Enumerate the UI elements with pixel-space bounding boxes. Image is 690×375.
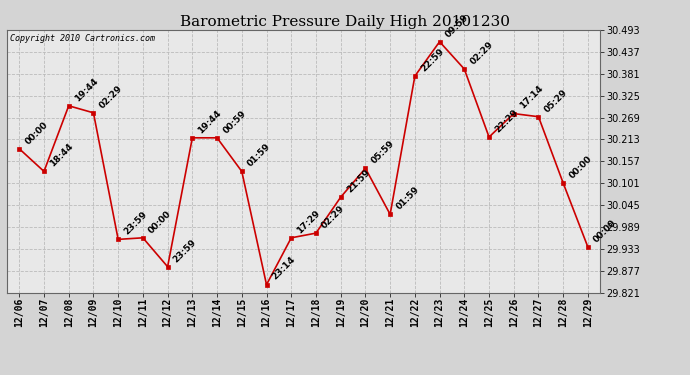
Text: 00:00: 00:00: [147, 209, 173, 235]
Text: 22:59: 22:59: [419, 46, 446, 74]
Text: 19:44: 19:44: [197, 108, 224, 135]
Text: 00:00: 00:00: [567, 154, 593, 180]
Text: 22:29: 22:29: [493, 108, 520, 134]
Text: 17:14: 17:14: [518, 84, 544, 111]
Text: 02:29: 02:29: [469, 40, 495, 66]
Text: 05:29: 05:29: [542, 87, 569, 114]
Text: 23:59: 23:59: [122, 210, 149, 237]
Text: 00:00: 00:00: [592, 218, 618, 244]
Text: 23:59: 23:59: [172, 237, 199, 264]
Text: 18:44: 18:44: [48, 142, 75, 169]
Text: 02:29: 02:29: [320, 204, 347, 230]
Text: 23:14: 23:14: [270, 255, 297, 282]
Text: 09:59: 09:59: [444, 12, 471, 39]
Text: 17:29: 17:29: [295, 208, 322, 235]
Text: 19:44: 19:44: [73, 76, 100, 103]
Text: 21:59: 21:59: [345, 168, 371, 194]
Text: 00:59: 00:59: [221, 108, 248, 135]
Text: 02:29: 02:29: [97, 83, 124, 110]
Text: 01:59: 01:59: [394, 185, 421, 211]
Text: Copyright 2010 Cartronics.com: Copyright 2010 Cartronics.com: [10, 34, 155, 43]
Text: 05:59: 05:59: [370, 139, 396, 165]
Text: 01:59: 01:59: [246, 142, 273, 169]
Text: 00:00: 00:00: [23, 120, 50, 146]
Text: Barometric Pressure Daily High 20101230: Barometric Pressure Daily High 20101230: [180, 15, 510, 29]
